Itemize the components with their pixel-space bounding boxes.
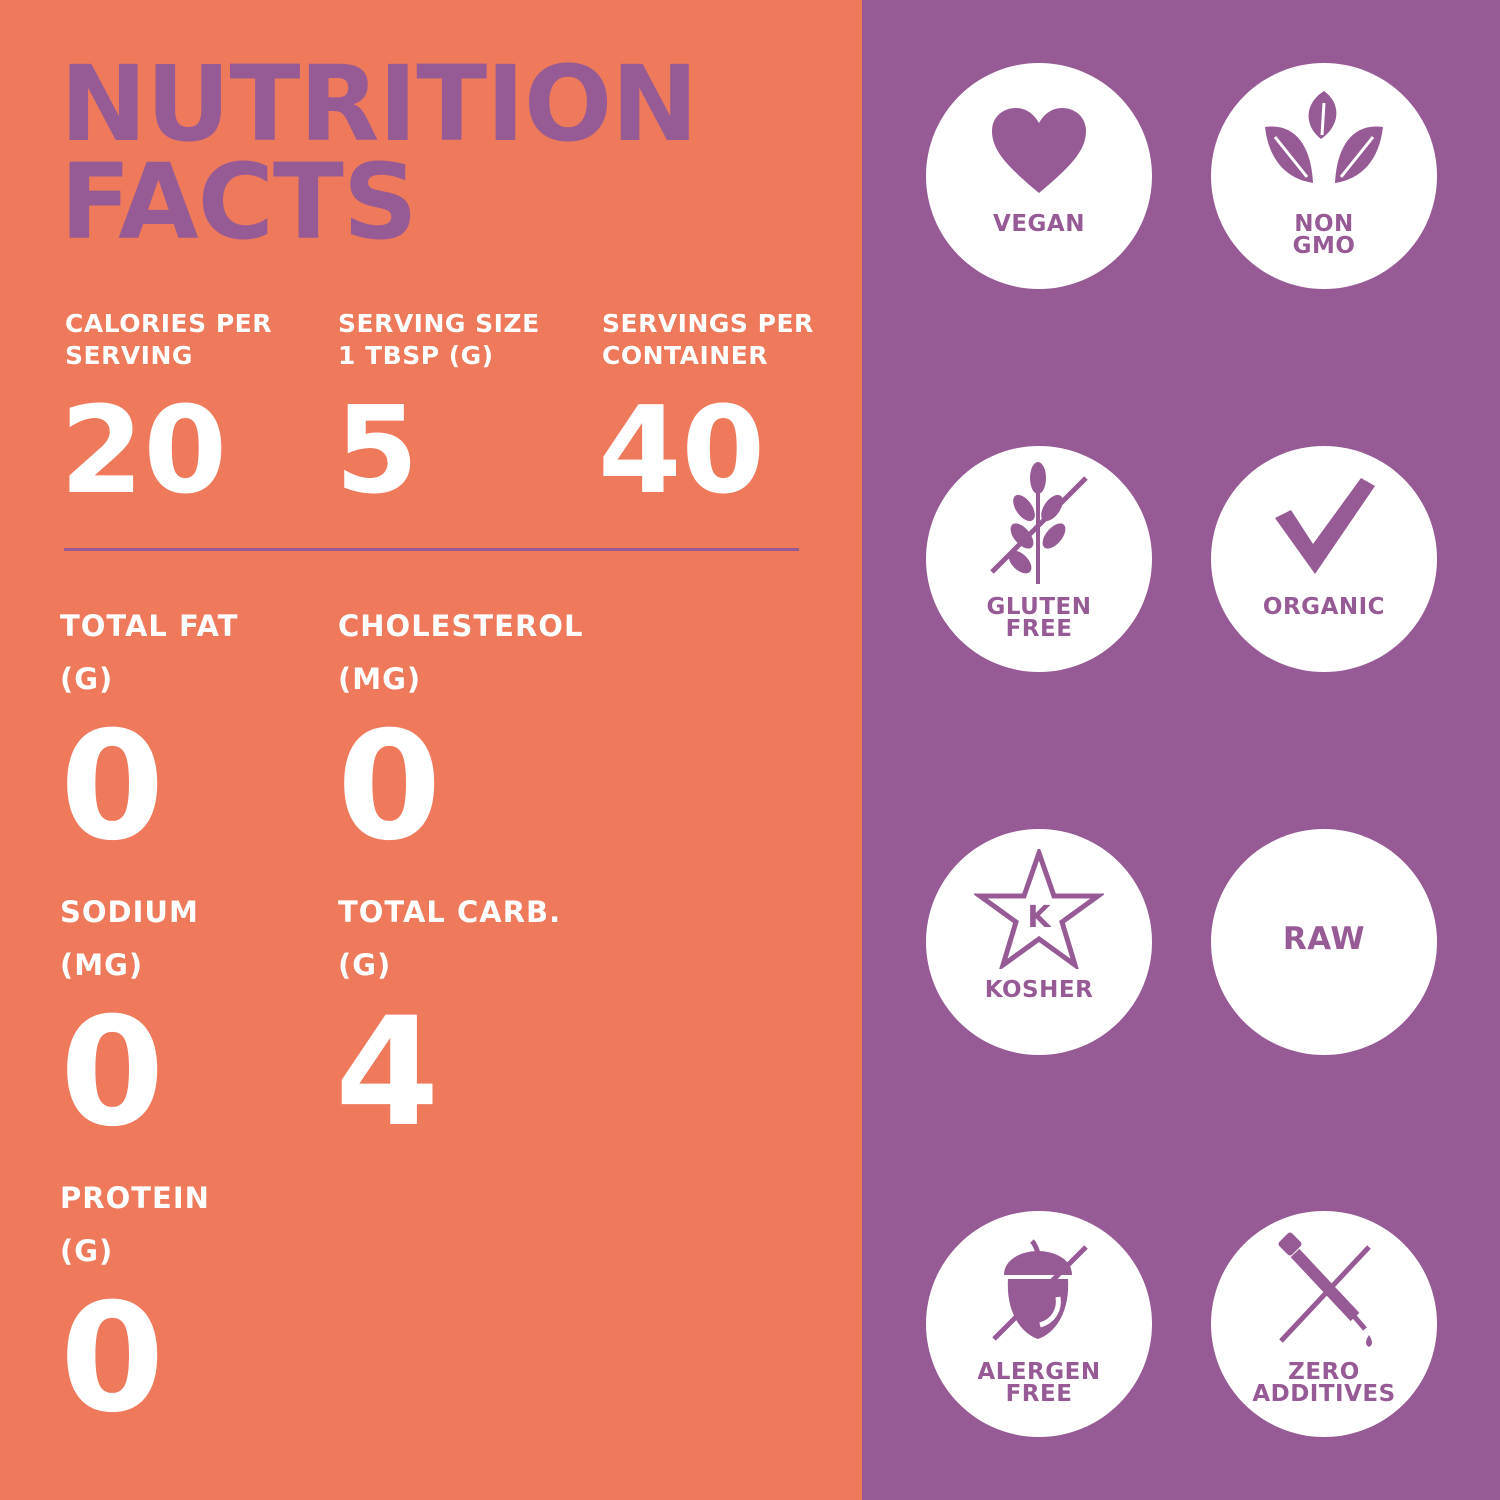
nutrition-panel: NUTRITION FACTS CALORIES PER SERVING 20 … — [0, 0, 862, 1500]
gluten-free-badge: GLUTEN FREE — [926, 446, 1152, 672]
serving-size-value: 5 — [335, 382, 419, 521]
raw-badge: RAW — [1211, 829, 1437, 1055]
organic-label: ORGANIC — [1211, 594, 1437, 620]
servings-label-line1: SERVINGS PER — [602, 309, 814, 338]
alergen-free-label-line2: FREE — [1005, 1381, 1073, 1407]
non-gmo-label-line1: NON — [1294, 211, 1354, 237]
total-carb-label-line1: TOTAL CARB. — [338, 895, 562, 929]
protein-label: PROTEIN (G) — [60, 1172, 210, 1278]
sodium-value: 0 — [60, 986, 165, 1160]
gluten-free-label-line1: GLUTEN — [986, 594, 1092, 620]
vegan-badge: VEGAN — [926, 63, 1152, 289]
serving-size-label-line1: SERVING SIZE — [338, 309, 540, 338]
acorn-crossed-icon — [992, 1239, 1088, 1341]
serving-size-label: SERVING SIZE 1 TBSP (G) — [338, 308, 540, 372]
total-fat-label-line2: (G) — [60, 662, 114, 696]
raw-label: RAW — [1211, 923, 1437, 955]
divider-line — [64, 548, 799, 551]
calories-label-line2: SERVING — [65, 341, 193, 370]
total-fat-label: TOTAL FAT (G) — [60, 600, 238, 706]
protein-value: 0 — [60, 1272, 165, 1446]
raw-label-line1: RAW — [1282, 921, 1366, 957]
servings-per-container-value: 40 — [598, 382, 765, 521]
checkmark-icon — [1275, 478, 1375, 574]
total-carb-label-line2: (G) — [338, 948, 392, 982]
cholesterol-label: CHOLESTEROL (MG) — [338, 600, 583, 706]
vegan-label: VEGAN — [926, 211, 1152, 237]
total-fat-value: 0 — [60, 700, 165, 874]
calories-label-line1: CALORIES PER — [65, 309, 272, 338]
non-gmo-label: NON GMO — [1211, 211, 1437, 259]
protein-label-line1: PROTEIN — [60, 1181, 210, 1215]
title-line-1: NUTRITION — [60, 43, 698, 165]
cholesterol-label-line1: CHOLESTEROL — [338, 609, 584, 643]
alergen-free-label-line1: ALERGEN — [977, 1359, 1101, 1385]
zero-additives-badge: ZERO ADDITIVES — [1211, 1211, 1437, 1437]
gluten-free-label: GLUTEN FREE — [926, 594, 1152, 642]
gluten-free-label-line2: FREE — [1005, 616, 1073, 642]
cholesterol-label-line2: (MG) — [338, 662, 422, 696]
alergen-free-badge: ALERGEN FREE — [926, 1211, 1152, 1437]
sodium-label-line1: SODIUM — [60, 895, 199, 929]
non-gmo-badge: NON GMO — [1211, 63, 1437, 289]
total-fat-label-line1: TOTAL FAT — [60, 609, 239, 643]
wheat-crossed-icon — [990, 462, 1088, 584]
servings-per-container-label: SERVINGS PER CONTAINER — [602, 308, 814, 372]
zero-additives-label-line1: ZERO — [1288, 1359, 1360, 1385]
total-carb-label: TOTAL CARB. (G) — [338, 886, 561, 992]
kosher-badge: K KOSHER — [926, 829, 1152, 1055]
cholesterol-value: 0 — [337, 700, 442, 874]
heart-icon — [992, 108, 1086, 193]
protein-label-line2: (G) — [60, 1234, 114, 1268]
title-line-2: FACTS — [60, 141, 418, 263]
zero-additives-label: ZERO ADDITIVES — [1211, 1359, 1437, 1407]
zero-additives-label-line2: ADDITIVES — [1252, 1381, 1396, 1407]
kosher-k-letter: K — [1027, 900, 1052, 935]
serving-size-label-line2: 1 TBSP (G) — [338, 341, 494, 370]
sodium-label: SODIUM (MG) — [60, 886, 199, 992]
sodium-label-line2: (MG) — [60, 948, 144, 982]
star-k-icon: K — [974, 849, 1104, 969]
total-carb-value: 4 — [335, 986, 440, 1160]
organic-label-line1: ORGANIC — [1262, 594, 1386, 620]
servings-label-line2: CONTAINER — [602, 341, 769, 370]
kosher-label: KOSHER — [926, 977, 1152, 1003]
non-gmo-label-line2: GMO — [1292, 233, 1356, 259]
kosher-label-line1: KOSHER — [984, 977, 1094, 1003]
calories-label: CALORIES PER SERVING — [65, 308, 272, 372]
organic-badge: ORGANIC — [1211, 446, 1437, 672]
calories-value: 20 — [60, 382, 227, 521]
alergen-free-label: ALERGEN FREE — [926, 1359, 1152, 1407]
dropper-crossed-icon — [1278, 1232, 1372, 1347]
leaves-icon — [1265, 91, 1383, 183]
vegan-label-line1: VEGAN — [993, 211, 1085, 237]
